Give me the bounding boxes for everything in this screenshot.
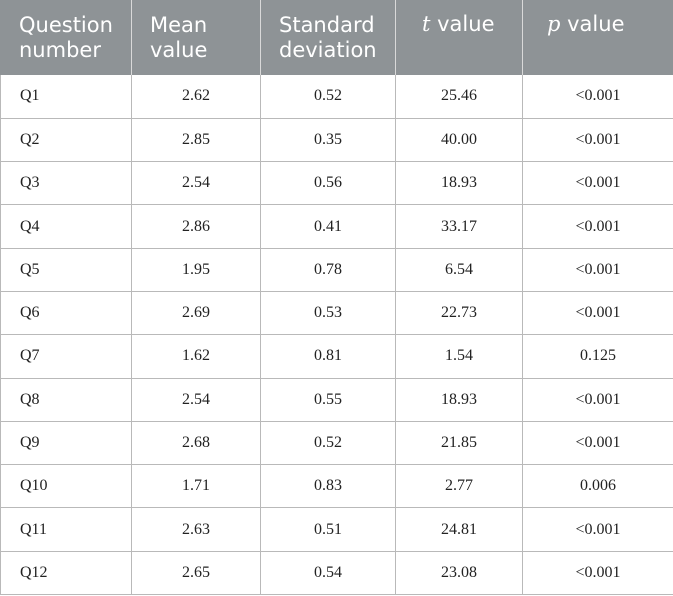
mean-cell: 2.63 <box>131 507 261 552</box>
question-cell: Q4 <box>0 204 132 249</box>
t-value-cell: 40.00 <box>395 117 523 163</box>
t-value-cell: 23.08 <box>395 550 523 596</box>
p-value-cell: <0.001 <box>522 550 673 596</box>
sd-cell: 0.51 <box>260 507 396 552</box>
header-question-line1: Question <box>19 12 113 37</box>
mean-cell: 2.62 <box>131 75 261 119</box>
header-question-line2: number <box>19 37 101 62</box>
t-value-cell: 2.77 <box>395 464 523 509</box>
mean-cell: 1.62 <box>131 334 261 379</box>
p-value-cell: <0.001 <box>522 204 673 249</box>
header-p-symbol: p <box>547 12 561 36</box>
mean-cell: 2.85 <box>131 117 261 163</box>
t-value-cell: 25.46 <box>395 75 523 119</box>
header-p-rest: value <box>560 12 625 36</box>
table-body: Q1 2.62 0.52 25.46 <0.001 Q2 2.85 0.35 40.00 <0.0… <box>0 75 673 596</box>
sd-cell: 0.53 <box>260 290 396 336</box>
table-row: Q2 2.85 0.35 40.00 <0.001 <box>0 117 673 163</box>
header-mean-value: Mean value <box>131 0 261 75</box>
mean-cell: 2.68 <box>131 420 261 466</box>
sd-cell: 0.78 <box>260 247 396 292</box>
p-value-cell: <0.001 <box>522 507 673 552</box>
question-cell: Q11 <box>0 507 132 552</box>
sd-cell: 0.55 <box>260 377 396 422</box>
mean-cell: 2.65 <box>131 550 261 596</box>
p-value-cell: <0.001 <box>522 247 673 292</box>
header-t-rest: value <box>430 12 495 36</box>
sd-cell: 0.83 <box>260 464 396 509</box>
table-row: Q10 1.71 0.83 2.77 0.006 <box>0 464 673 509</box>
table-row: Q3 2.54 0.56 18.93 <0.001 <box>0 161 673 206</box>
t-value-cell: 6.54 <box>395 247 523 292</box>
question-cell: Q8 <box>0 377 132 422</box>
mean-cell: 1.95 <box>131 247 261 292</box>
header-mean-line2: value <box>150 37 208 62</box>
table-row: Q11 2.63 0.51 24.81 <0.001 <box>0 507 673 552</box>
header-question-number: Question number <box>0 0 132 75</box>
table-row: Q8 2.54 0.55 18.93 <0.001 <box>0 377 673 422</box>
question-cell: Q5 <box>0 247 132 292</box>
p-value-cell: <0.001 <box>522 290 673 336</box>
p-value-cell: <0.001 <box>522 117 673 163</box>
sd-cell: 0.56 <box>260 161 396 206</box>
header-standard-deviation: Standard deviation <box>260 0 396 75</box>
table-header: Question number Mean value Standard devi… <box>0 0 673 75</box>
question-cell: Q2 <box>0 117 132 163</box>
question-cell: Q10 <box>0 464 132 509</box>
p-value-cell: <0.001 <box>522 377 673 422</box>
p-value-cell: <0.001 <box>522 161 673 206</box>
header-sd-line1: Standard <box>279 12 375 37</box>
mean-cell: 2.86 <box>131 204 261 249</box>
mean-cell: 2.54 <box>131 161 261 206</box>
sd-cell: 0.41 <box>260 204 396 249</box>
table-row: Q1 2.62 0.52 25.46 <0.001 <box>0 75 673 119</box>
sd-cell: 0.52 <box>260 75 396 119</box>
t-value-cell: 24.81 <box>395 507 523 552</box>
table-row: Q7 1.62 0.81 1.54 0.125 <box>0 334 673 379</box>
t-value-cell: 33.17 <box>395 204 523 249</box>
sd-cell: 0.52 <box>260 420 396 466</box>
header-p-value: p value <box>522 0 673 75</box>
p-value-cell: 0.006 <box>522 464 673 509</box>
sd-cell: 0.81 <box>260 334 396 379</box>
header-t-value: t value <box>395 0 523 75</box>
header-t-symbol: t <box>422 12 431 36</box>
header-mean-line1: Mean <box>150 12 208 37</box>
p-value-cell: <0.001 <box>522 420 673 466</box>
t-value-cell: 21.85 <box>395 420 523 466</box>
table-row: Q5 1.95 0.78 6.54 <0.001 <box>0 247 673 292</box>
table-row: Q6 2.69 0.53 22.73 <0.001 <box>0 290 673 336</box>
question-cell: Q1 <box>0 75 132 119</box>
sd-cell: 0.54 <box>260 550 396 596</box>
question-cell: Q7 <box>0 334 132 379</box>
header-row: Question number Mean value Standard devi… <box>0 0 673 75</box>
table-row: Q9 2.68 0.52 21.85 <0.001 <box>0 420 673 466</box>
sd-cell: 0.35 <box>260 117 396 163</box>
mean-cell: 2.69 <box>131 290 261 336</box>
question-cell: Q3 <box>0 161 132 206</box>
t-value-cell: 18.93 <box>395 377 523 422</box>
question-cell: Q12 <box>0 550 132 596</box>
t-value-cell: 1.54 <box>395 334 523 379</box>
t-value-cell: 18.93 <box>395 161 523 206</box>
t-value-cell: 22.73 <box>395 290 523 336</box>
question-cell: Q6 <box>0 290 132 336</box>
mean-cell: 1.71 <box>131 464 261 509</box>
question-cell: Q9 <box>0 420 132 466</box>
mean-cell: 2.54 <box>131 377 261 422</box>
table-row: Q4 2.86 0.41 33.17 <0.001 <box>0 204 673 249</box>
header-sd-line2: deviation <box>279 37 377 62</box>
table-row: Q12 2.65 0.54 23.08 <0.001 <box>0 550 673 596</box>
p-value-cell: <0.001 <box>522 75 673 119</box>
p-value-cell: 0.125 <box>522 334 673 379</box>
